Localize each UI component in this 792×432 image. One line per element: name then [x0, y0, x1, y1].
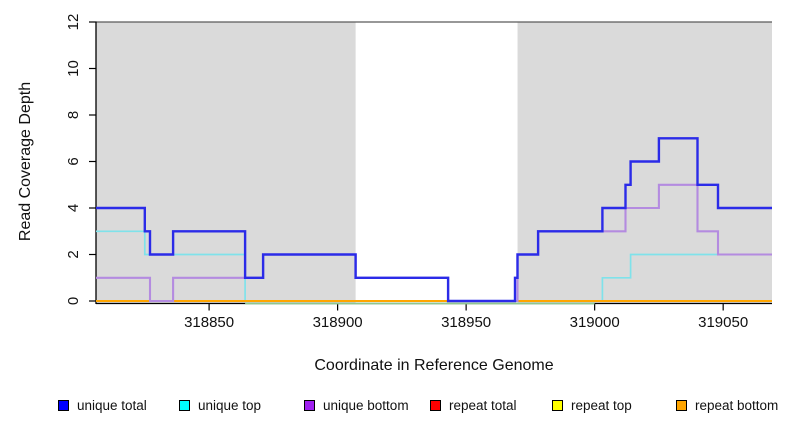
y-tick-label: 4: [65, 204, 82, 212]
y-tick-label: 0: [65, 297, 82, 305]
y-tick-label: 6: [65, 157, 82, 165]
x-tick-label: 319050: [698, 314, 748, 331]
background-region: [517, 22, 772, 304]
y-tick-label: 2: [65, 250, 82, 258]
x-tick-label: 318850: [184, 314, 234, 331]
x-tick-label: 318950: [441, 314, 491, 331]
x-tick-label: 319000: [570, 314, 620, 331]
y-tick-label: 12: [65, 14, 82, 31]
y-axis-title: Read Coverage Depth: [17, 82, 34, 241]
y-tick-label: 10: [65, 60, 82, 77]
x-axis-title: Coordinate in Reference Genome: [314, 357, 553, 374]
background-region: [96, 22, 356, 304]
y-tick-label: 8: [65, 111, 82, 119]
x-tick-label: 318900: [313, 314, 363, 331]
series-unique-total: [96, 137, 772, 303]
